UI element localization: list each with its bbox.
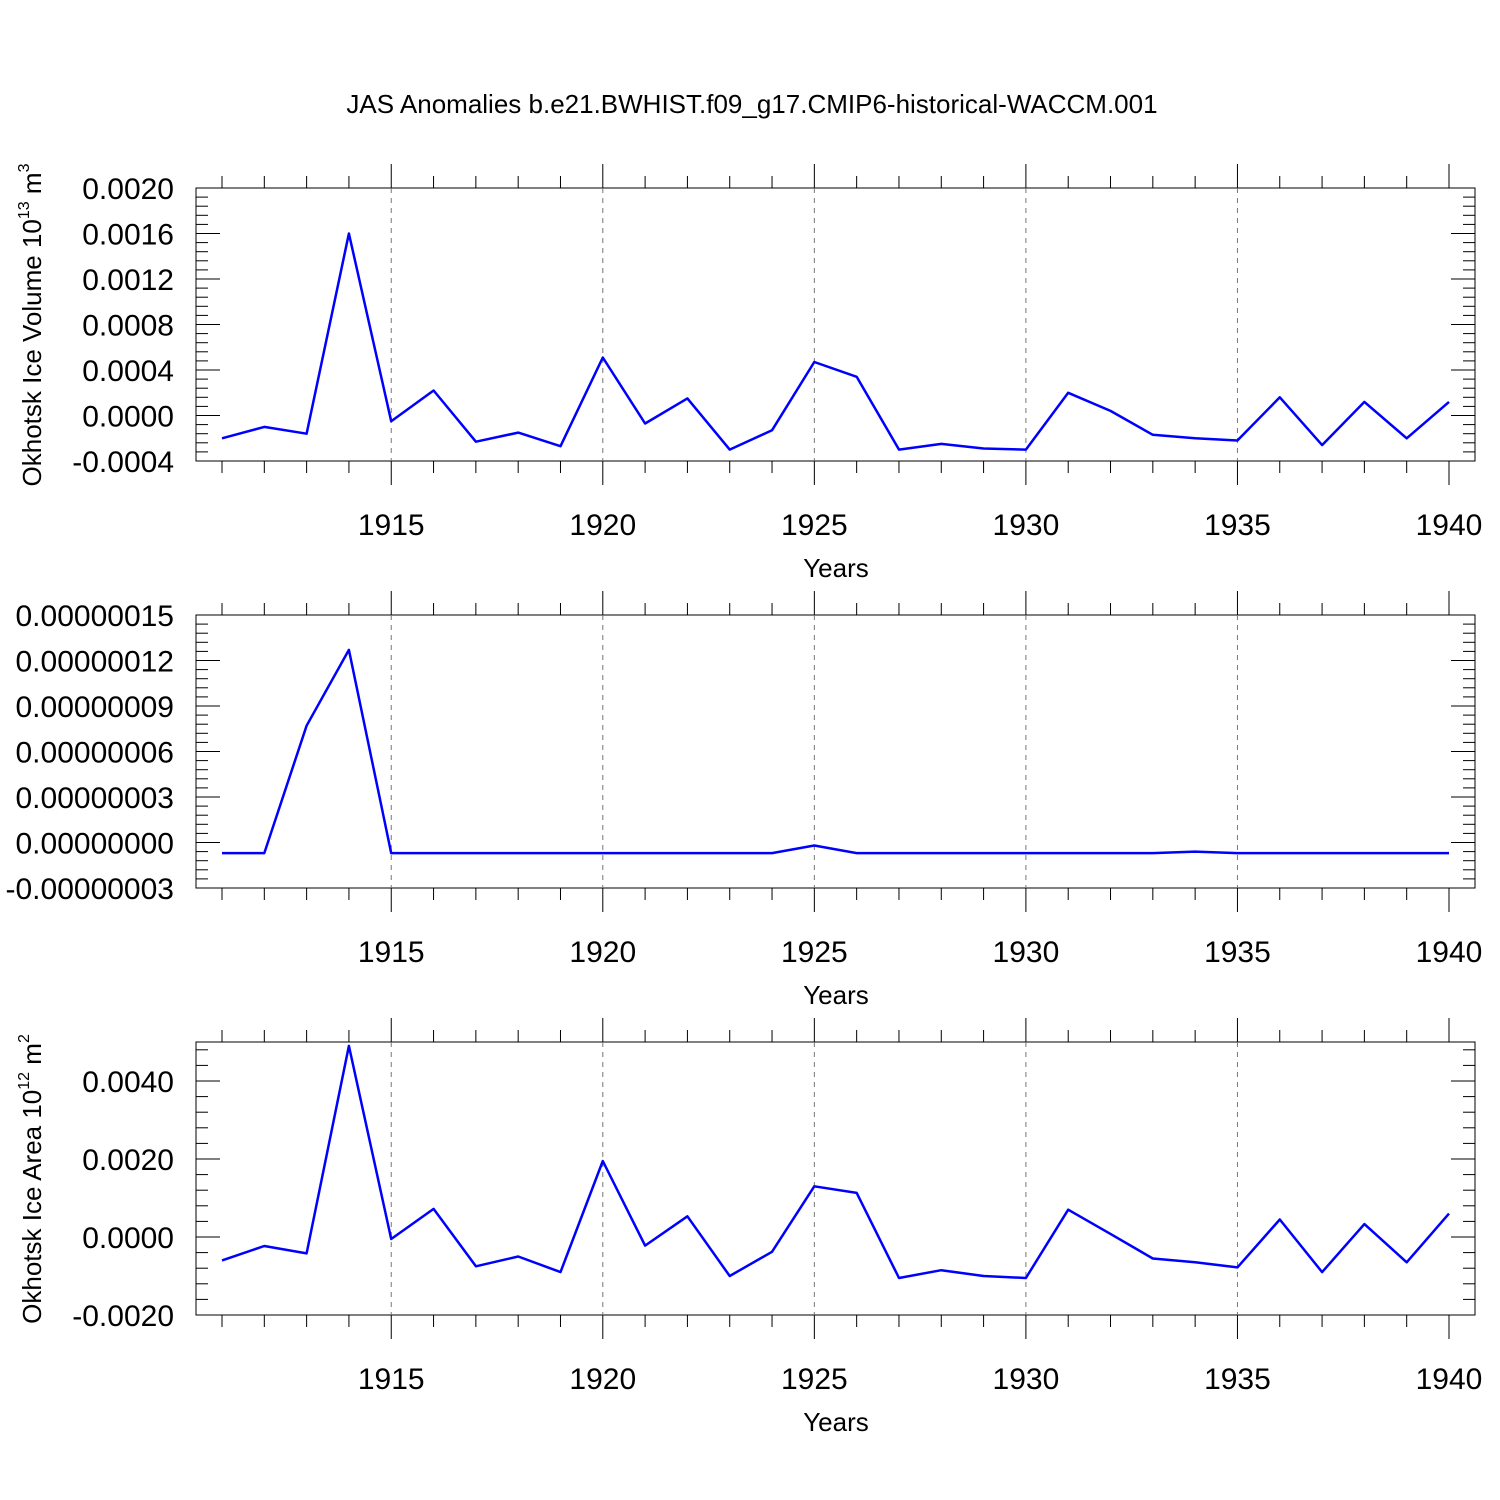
y-axis-label-unit-exponent: 3 (16, 163, 33, 172)
y-tick-label: 0.0012 (82, 264, 174, 297)
y-axis-label-text: Okhotsk Ice Volume 10 (17, 219, 47, 486)
x-tick-label: 1940 (1416, 509, 1483, 542)
x-tick-label: 1930 (993, 509, 1060, 542)
y-axis-label-exponent: 12 (16, 1072, 33, 1090)
x-tick-label: 1940 (1416, 936, 1483, 969)
plot-frame (195, 614, 1476, 889)
y-tick-label: 0.0000 (82, 401, 174, 434)
x-tick-label: 1920 (569, 1363, 636, 1396)
x-tick-label: 1935 (1204, 509, 1271, 542)
y-tick-label: 0.0020 (82, 1144, 174, 1177)
y-axis-label-unit: m (17, 1043, 47, 1072)
y-axis-label: Okhotsk Ice Volume 1013 m3 (16, 163, 47, 486)
y-axis-label-exponent: 13 (16, 201, 33, 219)
x-tick-label: 1925 (781, 509, 848, 542)
series-line (221, 232, 1450, 451)
y-tick-label: -0.0004 (72, 446, 174, 479)
x-tick-label: 1915 (358, 1363, 425, 1396)
y-axis-label-text: Okhotsk Ice Area 10 (17, 1090, 47, 1324)
y-axis-label-unit-exponent: 2 (16, 1034, 33, 1043)
y-tick-label: 0.00000000 (16, 828, 175, 861)
x-tick-label: 1920 (569, 936, 636, 969)
series-line (221, 1044, 1450, 1280)
y-axis-label-unit: m (17, 172, 47, 201)
x-tick-label: 1920 (569, 509, 636, 542)
plot-frame (195, 1041, 1476, 1316)
y-tick-label: 0.00000015 (16, 600, 175, 633)
x-tick-label: 1930 (993, 1363, 1060, 1396)
x-axis-label: Years (803, 553, 869, 583)
panel-1: 1915 1920 1925 1930 1935 1940 -0.0004 0.0000 0.0… (16, 163, 1482, 583)
x-tick-label: 1925 (781, 1363, 848, 1396)
x-tick-label: 1925 (781, 936, 848, 969)
y-tick-label: 0.00000009 (16, 691, 175, 724)
y-tick-label: 0.0004 (82, 355, 174, 388)
series-line (222, 648, 1449, 855)
x-axis-label: Years (803, 1407, 869, 1437)
panel-3: 1915 1920 1925 1930 1935 1940 -0.0020 0.0000 0.0… (16, 1018, 1482, 1437)
y-tick-label: 0.0040 (82, 1066, 174, 1099)
y-tick-label: 0.0020 (82, 173, 174, 206)
figure-title: JAS Anomalies b.e21.BWHIST.f09_g17.CMIP6… (346, 89, 1157, 119)
y-tick-label: 0.00000006 (16, 737, 175, 770)
y-tick-label: -0.0020 (72, 1300, 174, 1333)
y-tick-label: -0.00000003 (6, 873, 175, 906)
y-tick-label: 0.0016 (82, 219, 174, 252)
y-tick-label: 0.0000 (82, 1222, 174, 1255)
x-axis-label: Years (803, 980, 869, 1010)
x-tick-label: 1915 (358, 936, 425, 969)
y-tick-label: 0.0008 (82, 310, 174, 343)
plot-frame (195, 187, 1476, 462)
x-tick-label: 1915 (358, 509, 425, 542)
x-tick-label: 1930 (993, 936, 1060, 969)
y-tick-label: 0.00000003 (16, 782, 175, 815)
y-tick-label: 0.00000012 (16, 646, 175, 679)
y-axis-label: Okhotsk Ice Area 1012 m2 (16, 1034, 47, 1324)
x-tick-label: 1935 (1204, 1363, 1271, 1396)
x-tick-label: 1940 (1416, 1363, 1483, 1396)
x-tick-label: 1935 (1204, 936, 1271, 969)
panel-2: 1915 1920 1925 1930 1935 1940 -0.00000003 0.000… (6, 591, 1483, 1010)
